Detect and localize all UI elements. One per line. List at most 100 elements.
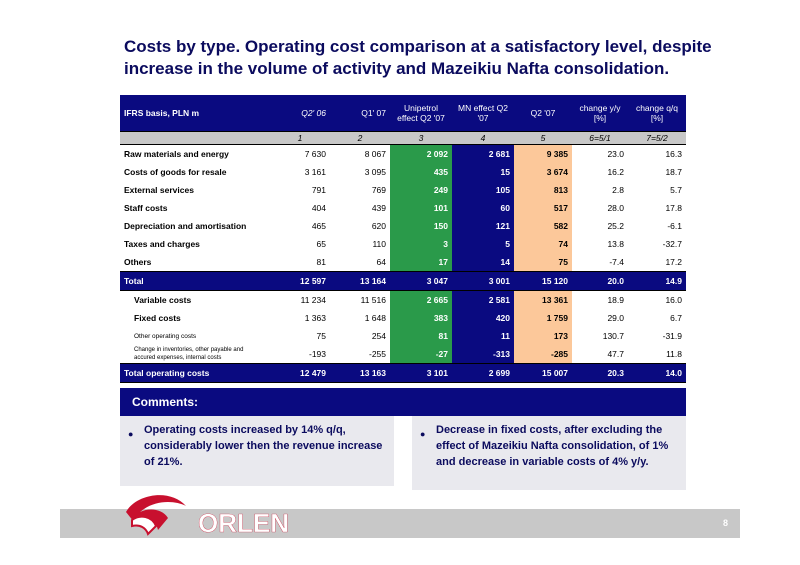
table-cell: 11.8	[666, 349, 682, 359]
table-cell: 3 047	[390, 271, 452, 291]
table-cell: 20.3	[572, 363, 628, 383]
cost-table: IFRS basis, PLN m Q2' 06 Q1' 07 Unipetro…	[120, 95, 686, 383]
table-row: Variable costs 11 234 11 516 2 665 2 581 13 3…	[120, 290, 686, 309]
table-cell: 465	[311, 221, 326, 231]
table-cell: 25.2	[607, 221, 624, 231]
table-cell: 16.3	[665, 149, 682, 159]
table-row: Depreciation and amortisation 465 620 150 12…	[120, 217, 686, 235]
table-cell: 20.0	[572, 271, 628, 291]
row-label: Change in inventories, other payable and…	[134, 347, 244, 361]
header-cell: MN effect Q2 '07	[452, 95, 514, 132]
logo-text: ORLEN	[198, 508, 289, 538]
table-cell: 5.7	[670, 185, 682, 195]
table-row: Total 12 597 13 164 3 047 3 001 15 120 20.0 14.…	[120, 271, 686, 291]
footer-bar: 8	[60, 509, 740, 538]
table-cell: 1 648	[364, 313, 386, 323]
table-cell: 13.8	[607, 239, 624, 249]
table-cell: 769	[371, 185, 386, 195]
table-cell: -7.4	[609, 257, 624, 267]
row-label: Variable costs	[134, 295, 192, 305]
table-cell: 2 699	[452, 363, 514, 383]
table-cell: 74	[514, 235, 572, 253]
row-label: Others	[124, 257, 152, 267]
page-title: Costs by type. Operating cost comparison…	[124, 37, 712, 78]
table-cell: 3	[390, 235, 452, 253]
table-cell: 404	[311, 203, 326, 213]
col-number: 2	[330, 131, 390, 145]
table-cell: 249	[390, 181, 452, 199]
table-cell: 439	[371, 203, 386, 213]
table-cell: 81	[390, 327, 452, 345]
header-cell: change q/q [%]	[628, 95, 686, 132]
table-cell: 65	[316, 239, 326, 249]
table-cell: 18.7	[665, 167, 682, 177]
row-label: External services	[124, 185, 194, 195]
column-number-row: 1 2 3 4 5 6=5/1 7=5/2	[120, 131, 686, 145]
header-cell: Q2 '07	[514, 95, 572, 132]
table-cell: 8 067	[364, 149, 386, 159]
row-label: Total operating costs	[120, 363, 270, 383]
table-cell: 11	[452, 327, 514, 345]
table-cell: 420	[452, 309, 514, 327]
table-cell: 29.0	[607, 313, 624, 323]
table-cell: 1 759	[514, 309, 572, 327]
header-cell: Q1' 07	[330, 95, 390, 132]
table-cell: 17.8	[665, 203, 682, 213]
row-label: Fixed costs	[134, 313, 181, 323]
table-cell: 7 630	[304, 149, 326, 159]
row-label: Staff costs	[124, 203, 168, 213]
table-cell: 14.9	[628, 271, 686, 291]
table-cell: 2 092	[390, 144, 452, 163]
table-cell: 75	[316, 331, 326, 341]
table-cell: 813	[514, 181, 572, 199]
table-cell: 5	[452, 235, 514, 253]
table-row: Change in inventories, other payable and…	[120, 345, 686, 364]
table-row: Total operating costs 12 479 13 163 3 101 2 …	[120, 363, 686, 383]
table-cell: 383	[390, 309, 452, 327]
comment-left-text: Operating costs increased by 14% q/q, co…	[144, 424, 383, 468]
table-cell: 9 385	[514, 144, 572, 163]
table-cell: 15 120	[514, 271, 572, 291]
table-header-row: IFRS basis, PLN m Q2' 06 Q1' 07 Unipetro…	[120, 95, 686, 132]
table-cell: 12 479	[270, 363, 330, 383]
table-cell: 11 234	[300, 295, 326, 305]
table-cell: 435	[390, 163, 452, 181]
comments-title: Comments:	[132, 395, 199, 409]
col-number: 5	[514, 131, 572, 145]
table-row: Costs of goods for resale 3 161 3 095 435 15…	[120, 163, 686, 181]
table-cell: 173	[514, 327, 572, 345]
row-label: Depreciation and amortisation	[124, 221, 247, 231]
col-number: 6=5/1	[572, 131, 628, 145]
header-cell: Q2' 06	[270, 95, 330, 132]
table-cell: 2 681	[452, 144, 514, 163]
table-cell: 2.8	[612, 185, 624, 195]
table-cell: 13 164	[330, 271, 390, 291]
table-row: Staff costs 404 439 101 60 517 28.0 17.8	[120, 199, 686, 217]
table-cell: 3 674	[514, 163, 572, 181]
table-row: External services 791 769 249 105 813 2.8 5.7	[120, 181, 686, 199]
table-cell: -32.7	[662, 239, 682, 249]
table-row: Other operating costs 75 254 81 11 173 130.7 -3…	[120, 327, 686, 345]
table-cell: 110	[372, 239, 386, 249]
table-cell: 23.0	[607, 149, 624, 159]
page-number: 8	[722, 518, 728, 528]
table-cell: 11 516	[360, 295, 386, 305]
table-cell: 254	[371, 331, 386, 341]
table-cell: 17.2	[665, 257, 682, 267]
table-cell: -31.9	[662, 331, 682, 341]
table-cell: 2 581	[452, 290, 514, 309]
table-cell: 14	[452, 253, 514, 272]
table-cell: 3 161	[304, 167, 326, 177]
table-cell: 13 163	[330, 363, 390, 383]
header-cell: IFRS basis, PLN m	[120, 95, 270, 132]
table-cell: 3 095	[364, 167, 386, 177]
table-cell: -193	[308, 349, 326, 359]
col-number: 7=5/2	[628, 131, 686, 145]
comment-right-text: Decrease in fixed costs, after excluding…	[436, 424, 669, 468]
table-cell: -27	[390, 345, 452, 364]
blank-cell	[120, 131, 270, 145]
table-cell: 105	[452, 181, 514, 199]
table-cell: 3 101	[390, 363, 452, 383]
table-cell: 582	[514, 217, 572, 235]
table-cell: 64	[376, 257, 386, 267]
